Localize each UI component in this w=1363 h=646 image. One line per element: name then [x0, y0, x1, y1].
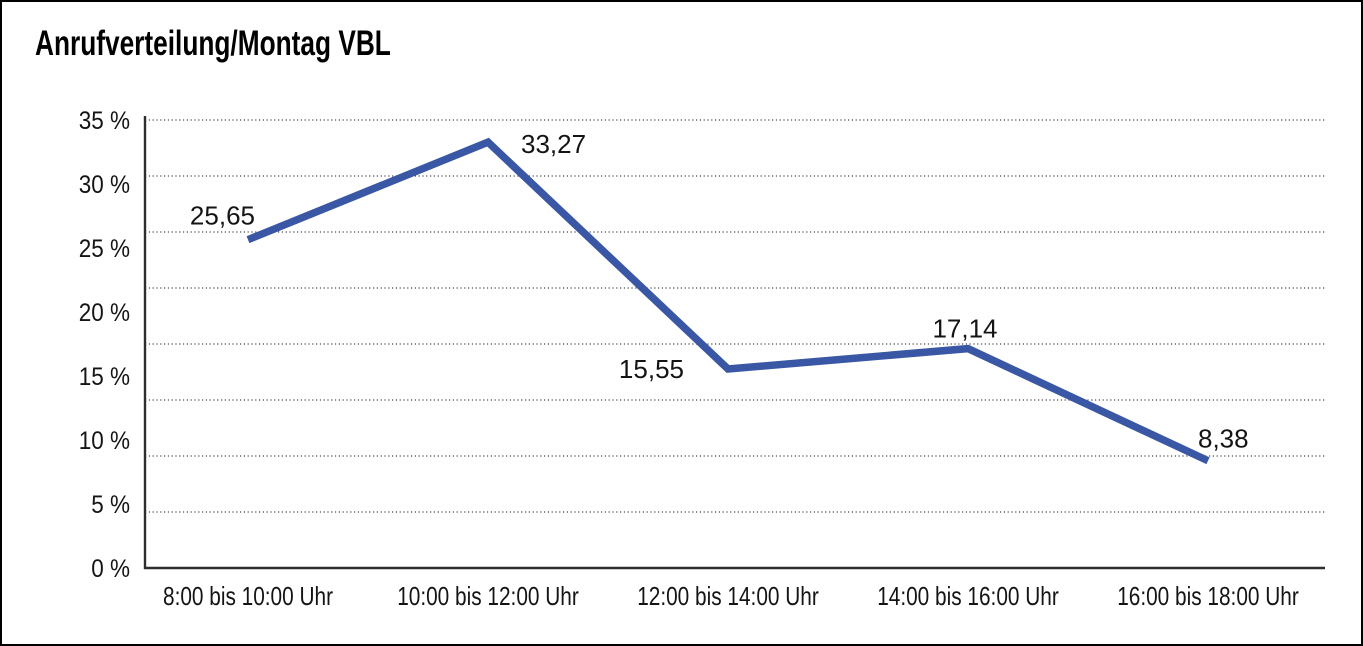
y-tick-label: 15 % — [79, 363, 130, 391]
x-tick-label: 8:00 bis 10:00 Uhr — [163, 581, 333, 611]
y-tick-label: 20 % — [79, 299, 130, 327]
x-tick-label: 16:00 bis 18:00 Uhr — [1117, 581, 1299, 611]
y-tick-label: 5 % — [91, 491, 130, 519]
y-tick-label: 25 % — [79, 235, 130, 263]
y-tick-label: 30 % — [79, 171, 130, 199]
y-tick-label: 35 % — [79, 107, 130, 135]
x-tick-label: 10:00 bis 12:00 Uhr — [397, 581, 579, 611]
series-line — [246, 137, 1210, 465]
data-label: 25,65 — [190, 201, 255, 231]
y-tick-label: 10 % — [79, 427, 130, 455]
chart-title: Anrufverteilung/Montag VBL — [35, 24, 391, 63]
data-label: 17,14 — [932, 314, 997, 344]
y-tick-label: 0 % — [91, 555, 130, 583]
x-tick-label: 12:00 bis 14:00 Uhr — [637, 581, 819, 611]
x-tick-label: 14:00 bis 16:00 Uhr — [877, 581, 1059, 611]
data-label: 33,27 — [521, 129, 586, 159]
data-label: 15,55 — [619, 354, 684, 384]
data-label: 8,38 — [1198, 424, 1249, 454]
